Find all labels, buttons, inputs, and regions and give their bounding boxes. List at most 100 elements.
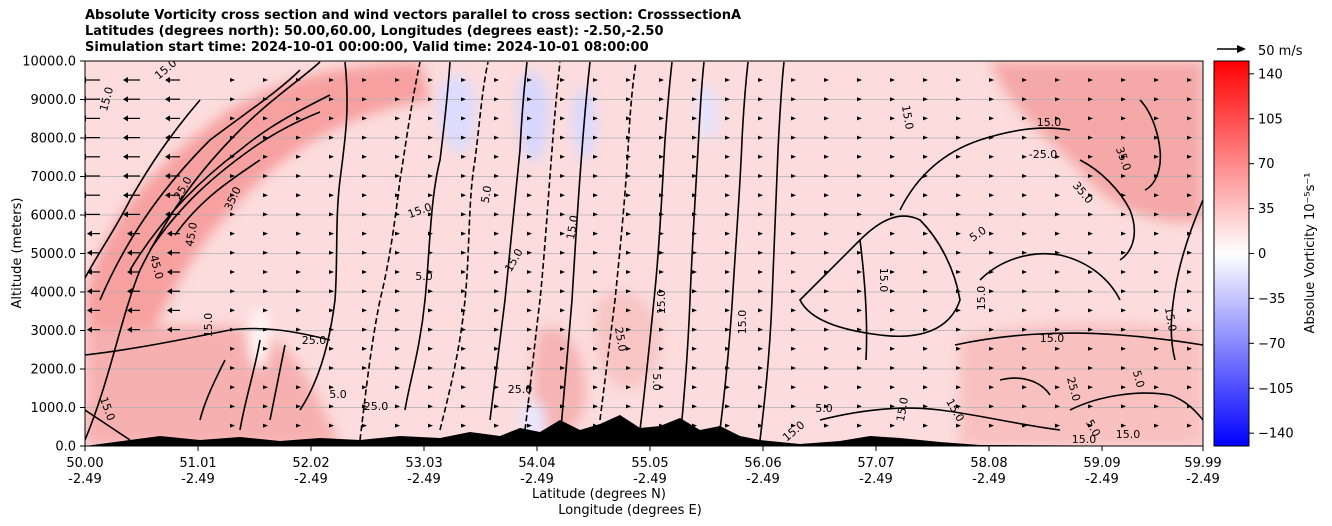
plot-area: 15.015.015.015.025.0 35.045.045.025.05.02…: [85, 61, 1203, 446]
wind-arrow: [395, 212, 400, 217]
wind-arrow: [824, 135, 829, 140]
wind-arrow: [626, 385, 631, 390]
wind-arrow: [593, 116, 598, 121]
wind-arrow: [1121, 385, 1126, 390]
wind-arrow: [692, 404, 697, 409]
y-tick-label: 8000.0: [31, 132, 77, 147]
wind-arrow: [461, 78, 466, 82]
wind-arrow: [395, 270, 400, 274]
wind-arrow: [593, 270, 598, 274]
wind-arrow: [758, 289, 763, 294]
wind-arrowhead: [123, 96, 128, 103]
wind-arrow: [1055, 97, 1060, 102]
wind-arrow: [428, 308, 433, 313]
wind-arrow: [791, 212, 796, 217]
wind-arrow: [329, 308, 334, 313]
wind-arrow: [1055, 250, 1060, 255]
wind-arrow: [263, 97, 268, 102]
quiver-key-arrowhead: [1237, 45, 1246, 53]
title-line-3: Simulation start time: 2024-10-01 00:00:…: [85, 40, 649, 55]
wind-arrow: [824, 174, 829, 178]
wind-arrow: [1121, 289, 1126, 294]
wind-arrow: [428, 327, 433, 332]
wind-arrow: [593, 327, 598, 332]
wind-arrow: [395, 116, 400, 121]
contour-line: [404, 61, 451, 411]
colorbar-label: Absolue Vorticity 10⁻⁵s⁻¹: [1303, 173, 1318, 334]
wind-arrow: [659, 289, 664, 294]
wind-arrow: [1055, 404, 1060, 409]
wind-arrow: [527, 116, 532, 121]
wind-arrow: [1055, 154, 1060, 159]
contour-line: [359, 61, 421, 441]
contour-line: [679, 61, 705, 441]
wind-arrow: [362, 346, 367, 351]
wind-arrow: [1187, 212, 1192, 217]
wind-arrow: [494, 97, 499, 102]
wind-arrow: [1154, 327, 1159, 332]
wind-arrow: [692, 250, 697, 255]
wind-arrowhead: [123, 115, 128, 122]
wind-arrow: [329, 404, 334, 409]
wind-arrow: [659, 193, 664, 198]
contour-line: [1139, 99, 1162, 191]
wind-arrow: [527, 308, 532, 313]
wind-arrowhead: [167, 307, 172, 314]
contour-label: 5.0: [329, 388, 347, 401]
contour-label: 45.0: [183, 221, 200, 247]
wind-arrow: [659, 385, 664, 390]
wind-arrow: [296, 327, 301, 332]
wind-arrow: [1088, 366, 1093, 370]
x-tick-label-lat: 59.99: [1184, 456, 1221, 471]
wind-arrow: [362, 385, 367, 390]
wind-arrow: [428, 97, 433, 102]
wind-arrow: [758, 231, 763, 236]
wind-arrow: [527, 97, 532, 102]
wind-arrow: [1121, 154, 1126, 159]
x-axis: 50.00-2.4951.01-2.4952.02-2.4953.03-2.49…: [66, 446, 1222, 487]
wind-arrow: [857, 250, 862, 255]
wind-arrow: [461, 97, 466, 102]
wind-arrowhead: [127, 307, 132, 314]
wind-arrowhead: [123, 153, 128, 160]
wind-arrow: [659, 116, 664, 121]
wind-arrow: [461, 404, 466, 409]
wind-arrow: [1022, 135, 1027, 140]
wind-arrow: [395, 385, 400, 390]
wind-arrow: [230, 423, 235, 428]
wind-arrow: [725, 385, 730, 390]
wind-arrow: [692, 366, 697, 370]
wind-arrow: [956, 97, 961, 102]
contour-line: [149, 111, 321, 251]
colorbar-tick-label: 140: [1258, 67, 1283, 82]
wind-arrow: [230, 174, 235, 178]
wind-arrow: [1088, 231, 1093, 236]
wind-arrow: [725, 404, 730, 409]
x-axis-label-lat: Latitude (degrees N): [532, 487, 666, 502]
wind-arrow: [725, 308, 730, 313]
wind-arrow: [659, 404, 664, 409]
wind-arrow: [1154, 423, 1159, 428]
wind-arrow: [725, 193, 730, 198]
wind-arrow: [923, 193, 928, 198]
wind-arrow: [1088, 97, 1093, 102]
wind-arrow: [890, 327, 895, 332]
wind-arrow: [824, 423, 829, 428]
wind-arrow: [956, 270, 961, 274]
wind-arrow: [791, 135, 796, 140]
wind-arrow: [1187, 423, 1192, 428]
wind-arrow: [923, 404, 928, 409]
wind-arrow: [857, 270, 862, 274]
wind-arrowhead: [165, 192, 170, 199]
colorbar-tick-label: 35: [1258, 202, 1275, 217]
wind-arrow: [923, 135, 928, 140]
wind-arrow: [890, 270, 895, 274]
wind-arrow: [527, 289, 532, 294]
wind-arrow: [461, 193, 466, 198]
wind-arrow: [857, 404, 862, 409]
wind-arrow: [560, 116, 565, 121]
wind-arrow: [1187, 327, 1192, 332]
wind-arrow: [593, 308, 598, 313]
wind-arrow: [296, 97, 301, 102]
